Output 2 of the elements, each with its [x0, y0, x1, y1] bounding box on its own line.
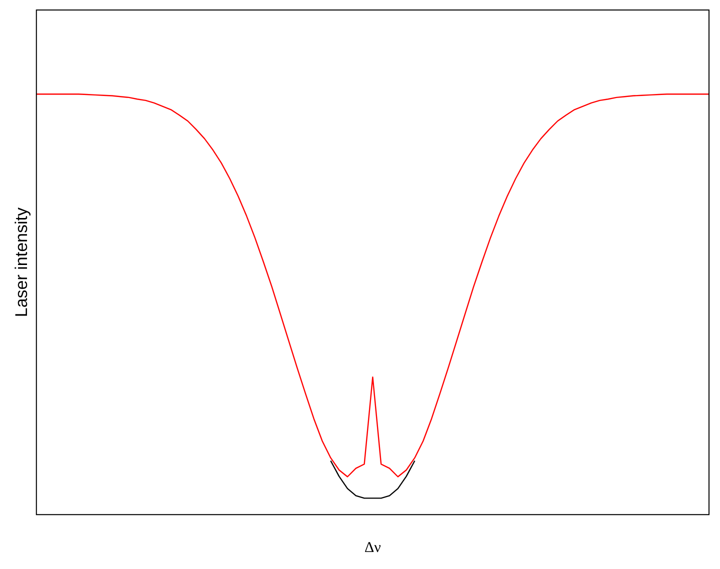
y-axis-title: Laser intensity: [12, 207, 31, 318]
x-axis-title: Δν: [364, 540, 382, 556]
